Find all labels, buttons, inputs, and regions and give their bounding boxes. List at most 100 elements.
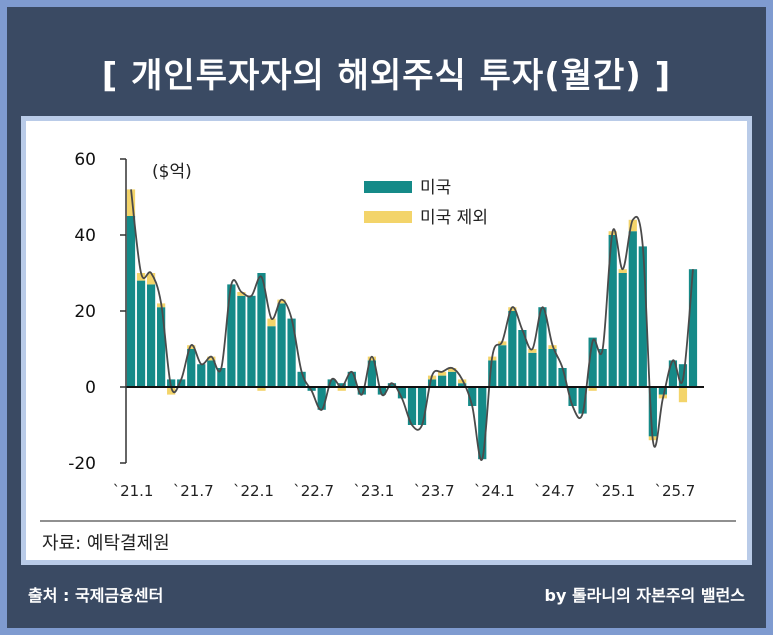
bar-exus-55: [678, 387, 688, 403]
bar-us-53: [658, 387, 667, 395]
footer-source: 출처 : 국제금융센터: [28, 586, 164, 605]
bar-exus-32: [448, 368, 457, 372]
bar-us-32: [448, 371, 457, 387]
bar-us-9: [217, 368, 226, 387]
bar-exus-31: [437, 371, 447, 376]
bar-us-1: [136, 280, 146, 387]
legend-label-exus: 미국 제외: [420, 208, 488, 228]
bar-us-17: [297, 371, 306, 387]
bar-exus-21: [337, 387, 346, 391]
bar-us-47: [598, 349, 607, 387]
bar-exus-2: [146, 273, 156, 285]
x-tick-label: `24.1: [474, 482, 515, 500]
bar-us-35: [478, 387, 487, 460]
bar-us-7: [197, 364, 206, 387]
bar-exus-13: [257, 387, 266, 391]
bar-us-21: [337, 383, 346, 387]
y-tick-label: 60: [74, 150, 96, 170]
bar-us-23: [357, 387, 366, 395]
bar-us-22: [347, 371, 356, 387]
x-tick-label: `23.7: [414, 482, 455, 500]
bar-us-2: [146, 284, 156, 387]
bar-exus-24: [367, 356, 376, 361]
bar-exus-0: [126, 189, 136, 216]
y-tick-label: -20: [68, 454, 96, 474]
bar-us-26: [387, 383, 397, 387]
bar-us-3: [157, 307, 166, 387]
bar-us-10: [227, 284, 236, 387]
bar-us-13: [257, 273, 266, 387]
bar-us-54: [668, 360, 678, 387]
x-tick-label: `22.1: [233, 482, 274, 500]
bar-exus-40: [528, 349, 537, 353]
bar-us-8: [207, 360, 216, 387]
chart-panel: -20 0 20 40 60 `21.1 `21.7 `22.1 `22.7 `23.1 `23.7…: [21, 116, 752, 565]
bar-us-6: [187, 349, 196, 387]
bar-exus-15: [277, 299, 286, 304]
bar-us-39: [518, 330, 527, 387]
bar-us-38: [508, 311, 517, 387]
bar-us-40: [528, 352, 537, 387]
total-line: [130, 189, 694, 461]
bar-us-44: [568, 387, 577, 406]
x-tick-label: `21.1: [113, 482, 154, 500]
bar-us-51: [638, 246, 647, 387]
bar-exus-1: [136, 273, 146, 281]
x-tick-label: `23.1: [353, 482, 394, 500]
investment-chart: -20 0 20 40 60 `21.1 `21.7 `22.1 `22.7 `23.1 `23.7…: [40, 150, 736, 554]
bar-us-42: [548, 349, 557, 387]
bar-us-30: [427, 379, 437, 387]
y-tick-label: 40: [74, 226, 96, 246]
source-note: 자료: 예탁결제원: [42, 533, 170, 554]
bar-us-34: [468, 387, 477, 406]
bar-exus-50: [628, 219, 637, 232]
bar-us-56: [688, 269, 698, 387]
bar-us-48: [608, 235, 617, 387]
bar-us-27: [397, 387, 407, 399]
unit-label: ($억): [152, 162, 192, 182]
x-tick-label: `24.7: [534, 482, 575, 500]
bar-us-24: [367, 360, 376, 387]
bar-us-52: [648, 387, 657, 437]
bar-exus-38: [508, 307, 517, 311]
legend-swatch-exus: [364, 211, 412, 223]
bar-us-37: [498, 345, 507, 387]
bar-us-12: [247, 295, 256, 387]
bar-us-25: [377, 387, 387, 395]
bar-us-45: [578, 387, 587, 414]
bar-us-41: [538, 307, 547, 387]
bar-us-33: [458, 383, 467, 387]
bar-exus-6: [187, 345, 196, 349]
bar-us-28: [407, 387, 417, 425]
bar-us-20: [327, 379, 336, 387]
bar-us-15: [277, 303, 286, 387]
bar-us-43: [558, 368, 567, 387]
bar-us-18: [307, 387, 316, 391]
bar-exus-49: [618, 269, 627, 273]
bar-us-0: [126, 216, 136, 387]
bar-us-14: [267, 326, 276, 387]
bar-us-11: [237, 295, 246, 387]
x-tick-label: `25.7: [654, 482, 695, 500]
bar-us-16: [287, 318, 296, 387]
x-tick-label: `22.7: [293, 482, 334, 500]
y-tick-label: 20: [74, 302, 96, 322]
bar-exus-8: [207, 356, 216, 361]
bar-exus-14: [267, 318, 276, 327]
legend-label-us: 미국: [420, 178, 451, 198]
bar-us-50: [628, 231, 637, 387]
y-tick-label: 0: [85, 378, 96, 398]
page-title: [ 개인투자자의 해외주식 투자(월간) ]: [101, 56, 672, 96]
bar-us-36: [488, 360, 497, 387]
bar-exus-4: [167, 387, 176, 395]
x-tick-label: `25.1: [594, 482, 635, 500]
bar-exus-46: [588, 387, 597, 391]
bar-us-19: [317, 387, 326, 410]
x-tick-label: `21.7: [173, 482, 214, 500]
bar-us-49: [618, 273, 627, 387]
bar-us-31: [437, 375, 447, 387]
bar-us-46: [588, 337, 597, 387]
bar-exus-11: [237, 292, 246, 296]
bar-us-29: [417, 387, 427, 425]
legend-swatch-us: [364, 181, 412, 193]
